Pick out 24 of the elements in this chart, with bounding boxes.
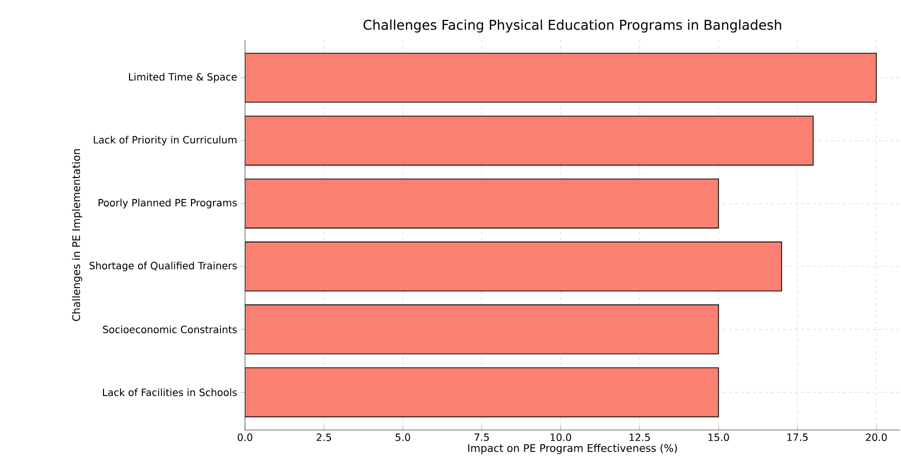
bar <box>245 52 877 103</box>
bar <box>245 304 719 354</box>
x-tick-label: 2.5 <box>316 434 331 442</box>
x-tick-label: 0.0 <box>238 434 252 442</box>
chart-title: Challenges Facing Physical Education Programs in Bangladesh <box>364 19 782 33</box>
x-tick-label: 5.0 <box>396 434 410 442</box>
y-tick-label: Socioeconomic Constraints <box>103 325 237 334</box>
x-tick-label: 20.0 <box>866 434 887 442</box>
x-tick-label: 17.5 <box>787 434 808 441</box>
y-tick-label: Shortage of Qualified Trainers <box>90 262 237 272</box>
bar <box>245 242 782 292</box>
bar <box>245 116 814 166</box>
x-tick-label: 7.5 <box>474 434 489 441</box>
y-axis-title: Challenges in PE Implementation <box>72 149 82 322</box>
x-axis-title: Impact on PE Program Effectiveness (%) <box>468 444 677 454</box>
y-tick-label: Limited Time & Space <box>129 72 237 83</box>
y-tick-label: Lack of Priority in Curriculum <box>94 136 236 146</box>
x-tick-label: 15.0 <box>708 434 729 442</box>
y-tick-label: Lack of Facilities in Schools <box>102 388 237 396</box>
x-tick-label: 12.5 <box>630 434 650 442</box>
x-tick-label: 10.0 <box>550 434 572 442</box>
bar <box>245 178 719 228</box>
bar <box>245 367 719 418</box>
y-tick-label: Poorly Planned PE Programs <box>98 198 237 208</box>
